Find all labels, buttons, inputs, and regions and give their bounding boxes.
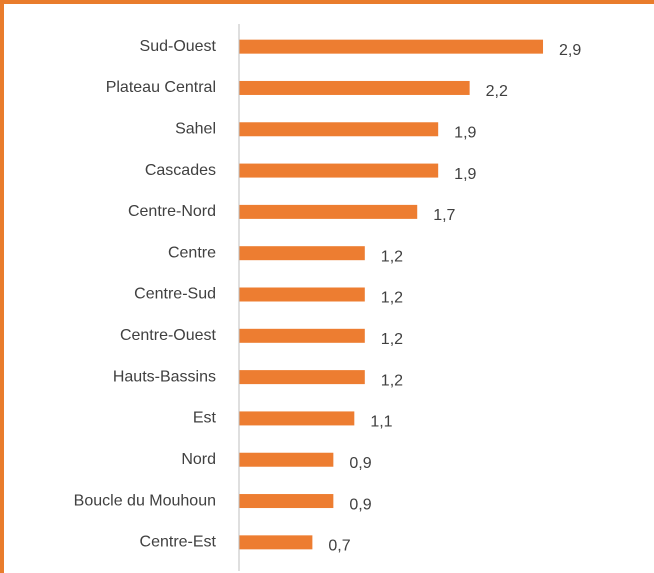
y-tick-label: Nord [181,451,216,468]
data-label: 2,2 [486,83,508,100]
y-tick-label: Boucle du Mouhoun [74,492,216,509]
bar [239,535,313,550]
bar [239,370,365,385]
data-label: 1,1 [370,414,392,431]
data-label: 0,9 [349,455,371,472]
y-tick-label: Plateau Central [106,79,216,96]
data-label: 1,7 [433,207,455,224]
data-label: 2,9 [559,42,581,59]
y-tick-label: Centre-Ouest [120,327,217,344]
bar [239,39,544,54]
y-tick-label: Centre-Nord [128,203,216,220]
data-label: 1,2 [381,331,403,348]
data-label: 1,2 [381,290,403,307]
bar [239,494,334,509]
data-label: 0,7 [328,538,350,555]
bar [239,287,365,302]
y-tick-label: Hauts-Bassins [113,368,216,385]
bar [239,452,334,467]
y-tick-label: Cascades [145,162,216,179]
y-tick-label: Est [193,410,217,427]
data-label: 1,2 [381,248,403,265]
data-label: 1,9 [454,166,476,183]
bar [239,328,365,343]
y-tick-label: Centre-Sud [134,286,216,303]
y-tick-label: Centre-Est [140,534,217,551]
bar [239,246,365,261]
bar [239,163,439,178]
frame-top [0,0,654,4]
bar [239,80,470,95]
data-label: 1,2 [381,372,403,389]
data-label: 1,9 [454,124,476,141]
y-tick-label: Sahel [175,120,216,137]
y-tick-label: Sud-Ouest [140,38,217,55]
bar [239,204,418,219]
frame-left [0,0,4,573]
bar [239,411,355,426]
data-label: 0,9 [349,496,371,513]
bar [239,122,439,137]
y-tick-label: Centre [168,244,216,261]
